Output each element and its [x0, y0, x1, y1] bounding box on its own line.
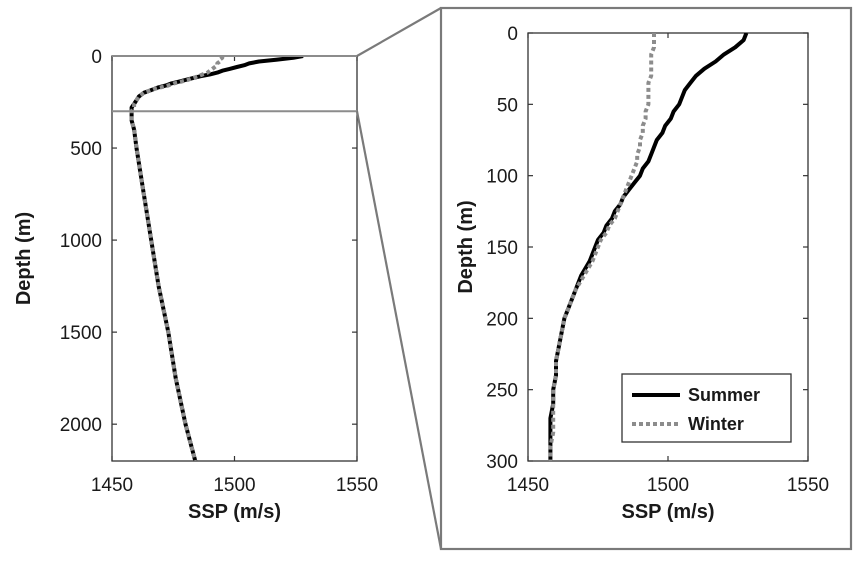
y-tick-label: 300	[486, 452, 518, 473]
x-tick-label: 1550	[336, 475, 378, 496]
series-line-1	[129, 56, 225, 461]
zoom-connector-bottom	[355, 111, 443, 550]
zoom-connector-top	[356, 7, 442, 57]
legend-label-winter: Winter	[688, 414, 744, 434]
y-tick-label: 0	[91, 47, 102, 68]
legend-label-summer: Summer	[688, 385, 760, 405]
y-tick-label: 50	[497, 95, 518, 116]
x-tick-label: 1500	[213, 475, 255, 496]
legend	[621, 373, 792, 443]
x-tick-label: 1450	[507, 475, 549, 496]
x-tick-label: 1450	[91, 475, 133, 496]
y-axis-label: Depth (m)	[13, 212, 35, 305]
series-line-summer	[548, 33, 749, 461]
y-tick-label: 0	[507, 24, 518, 45]
x-axis-label: SSP (m/s)	[622, 501, 715, 523]
y-tick-label: 150	[486, 238, 518, 259]
y-tick-label: 100	[486, 167, 518, 188]
zoom-connectors	[355, 6, 853, 551]
y-tick-label: 2000	[60, 415, 102, 436]
y-tick-label: 1000	[60, 231, 102, 252]
x-axis-label: SSP (m/s)	[188, 501, 281, 523]
y-tick-label: 200	[486, 309, 518, 330]
x-tick-label: 1550	[787, 475, 829, 496]
y-tick-label: 250	[486, 381, 518, 402]
y-tick-label: 1500	[60, 323, 102, 344]
full-profile-panel: 0 500 1000 1500 2000 1450 1500 1550 SSP (m/s) Dep…	[13, 47, 378, 523]
zoom-frame	[439, 6, 853, 551]
y-axis-label: Depth (m)	[455, 200, 477, 293]
plot-area	[111, 55, 358, 462]
y-tick-label: 500	[70, 139, 102, 160]
x-tick-label: 1500	[647, 475, 689, 496]
